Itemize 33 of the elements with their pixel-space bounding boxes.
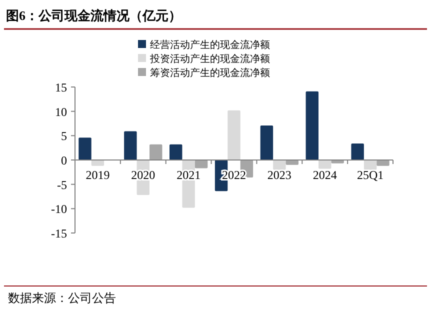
source-note: 数据来源：公司公告: [8, 291, 116, 305]
y-tick-label: 0: [61, 154, 67, 168]
bar: [286, 160, 299, 165]
bar: [273, 160, 286, 170]
bar: [78, 138, 92, 160]
y-tick-label: -15: [51, 226, 67, 240]
bar: [364, 160, 377, 170]
y-tick-label: -5: [57, 178, 67, 192]
x-tick-label: 2024: [312, 168, 337, 182]
x-tick-label: 2023: [267, 168, 292, 182]
x-tick-label: 2019: [86, 168, 110, 182]
y-tick-label: 5: [61, 129, 67, 144]
bar: [91, 160, 104, 166]
x-tick-label: 2021: [176, 168, 201, 182]
x-tick-label: 2020: [131, 168, 156, 182]
x-tick-label: 25Q1: [356, 168, 384, 182]
legend-label: 经营活动产生的现金流净额: [150, 39, 270, 51]
bar: [150, 144, 162, 160]
bar: [228, 110, 240, 160]
bar: [169, 144, 182, 160]
bar: [260, 125, 274, 160]
legend-label: 筹资活动产生的现金流净额: [150, 67, 270, 79]
bar: [351, 143, 364, 160]
bar: [306, 91, 318, 160]
title: 图6：公司现金流情况（亿元）: [6, 8, 182, 23]
y-tick-label: -10: [51, 202, 67, 216]
bar: [124, 131, 137, 160]
bar: [318, 160, 332, 169]
bar: [194, 160, 208, 168]
y-tick-label: 10: [55, 104, 67, 119]
bar: [376, 160, 390, 166]
legend-label: 投资活动产生的现金流净额: [149, 53, 270, 65]
y-tick-label: 15: [55, 80, 67, 94]
